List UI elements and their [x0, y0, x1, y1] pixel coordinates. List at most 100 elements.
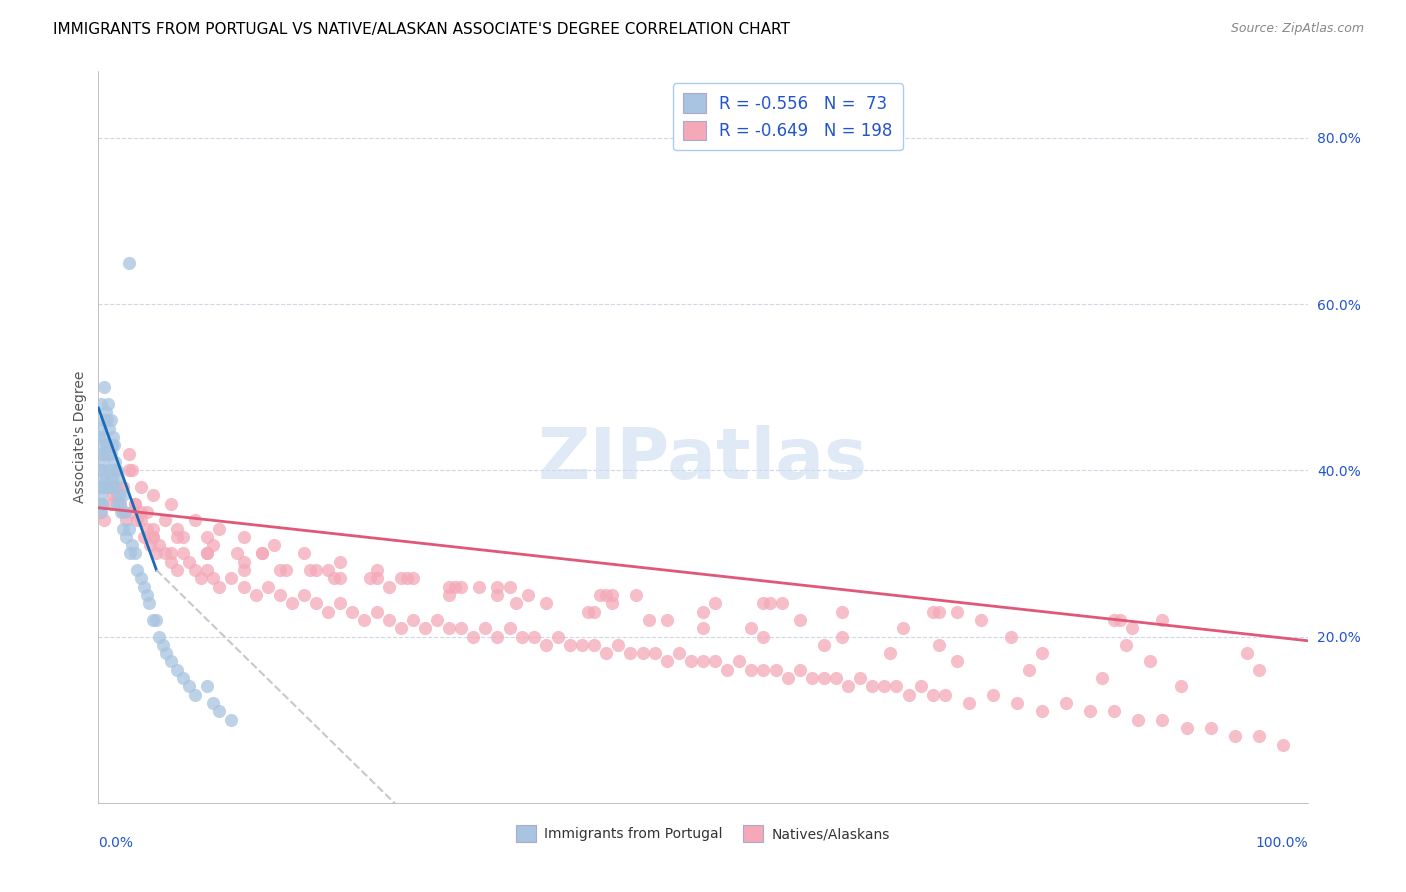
Point — [221, 713, 243, 727]
Point — [1249, 729, 1271, 743]
Point — [607, 638, 630, 652]
Point — [90, 505, 112, 519]
Point — [329, 596, 352, 610]
Point — [389, 621, 412, 635]
Point — [208, 521, 231, 535]
Point — [91, 480, 114, 494]
Point — [90, 422, 112, 436]
Y-axis label: Associate's Degree: Associate's Degree — [73, 371, 87, 503]
Point — [97, 397, 120, 411]
Point — [668, 646, 690, 660]
Point — [118, 521, 141, 535]
Point — [468, 580, 491, 594]
Point — [534, 596, 557, 610]
Point — [148, 630, 170, 644]
Point — [96, 447, 118, 461]
Point — [166, 521, 188, 535]
Point — [208, 705, 231, 719]
Point — [91, 497, 114, 511]
Point — [558, 638, 581, 652]
Point — [305, 596, 328, 610]
Point — [166, 563, 188, 577]
Point — [145, 613, 167, 627]
Point — [91, 463, 114, 477]
Point — [1223, 729, 1246, 743]
Point — [250, 546, 273, 560]
Point — [498, 580, 520, 594]
Point — [1152, 613, 1174, 627]
Point — [195, 546, 218, 560]
Point — [437, 580, 460, 594]
Point — [897, 688, 920, 702]
Point — [160, 655, 183, 669]
Point — [789, 663, 811, 677]
Point — [145, 546, 167, 560]
Point — [94, 405, 117, 419]
Point — [89, 463, 111, 477]
Point — [202, 571, 225, 585]
Point — [111, 480, 134, 494]
Point — [366, 605, 388, 619]
Point — [752, 663, 775, 677]
Point — [98, 463, 121, 477]
Point — [813, 638, 835, 652]
Point — [957, 696, 980, 710]
Point — [970, 613, 993, 627]
Point — [148, 538, 170, 552]
Point — [1115, 638, 1137, 652]
Point — [135, 521, 157, 535]
Point — [221, 571, 243, 585]
Point — [450, 621, 472, 635]
Point — [105, 463, 128, 477]
Point — [100, 480, 122, 494]
Point — [142, 530, 165, 544]
Point — [1199, 721, 1222, 735]
Point — [134, 580, 156, 594]
Point — [602, 588, 624, 602]
Text: ZIPatlas: ZIPatlas — [538, 425, 868, 493]
Point — [104, 455, 127, 469]
Point — [107, 472, 129, 486]
Point — [571, 638, 593, 652]
Point — [770, 596, 793, 610]
Point — [91, 472, 114, 486]
Point — [498, 621, 520, 635]
Point — [377, 613, 399, 627]
Point — [595, 646, 617, 660]
Point — [644, 646, 666, 660]
Point — [190, 571, 212, 585]
Point — [583, 638, 606, 652]
Point — [124, 497, 146, 511]
Point — [505, 596, 527, 610]
Point — [127, 513, 149, 527]
Point — [946, 605, 969, 619]
Point — [115, 513, 138, 527]
Point — [486, 630, 509, 644]
Point — [946, 655, 969, 669]
Point — [583, 605, 606, 619]
Point — [129, 480, 152, 494]
Point — [813, 671, 835, 685]
Point — [179, 555, 201, 569]
Point — [153, 546, 176, 560]
Point — [90, 447, 112, 461]
Point — [437, 621, 460, 635]
Point — [250, 546, 273, 560]
Point — [316, 605, 339, 619]
Point — [486, 588, 509, 602]
Point — [619, 646, 641, 660]
Point — [305, 563, 328, 577]
Point — [127, 563, 149, 577]
Point — [1121, 621, 1143, 635]
Point — [263, 538, 285, 552]
Point — [208, 580, 231, 594]
Point — [928, 605, 950, 619]
Point — [108, 488, 131, 502]
Point — [1236, 646, 1258, 660]
Point — [256, 580, 278, 594]
Point — [395, 571, 418, 585]
Point — [765, 663, 787, 677]
Point — [366, 563, 388, 577]
Point — [184, 513, 207, 527]
Point — [101, 488, 124, 502]
